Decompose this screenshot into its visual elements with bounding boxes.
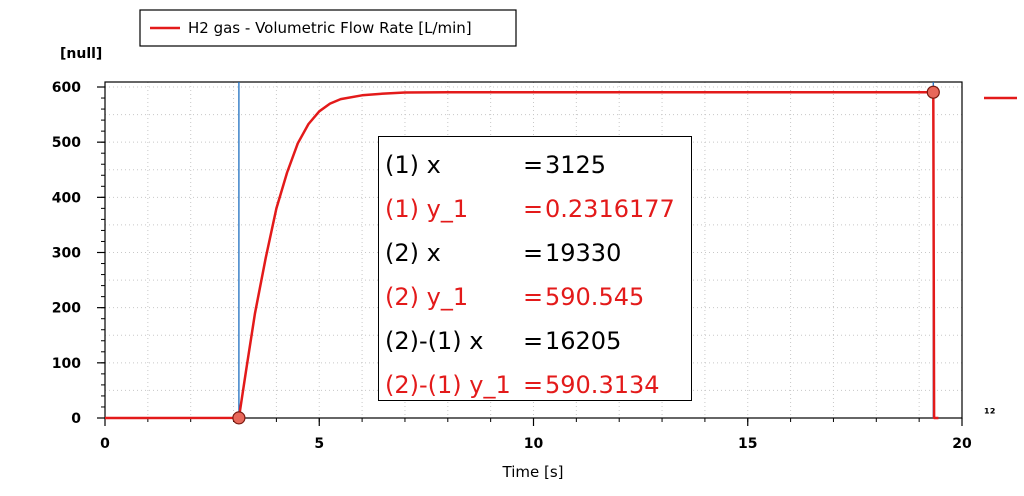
- series-group: [104, 90, 939, 420]
- x-axis-title: Time [s]: [502, 463, 564, 481]
- y-axis-title: [null]: [60, 46, 102, 62]
- readout-value: 590.545: [545, 283, 645, 311]
- readout-value: 590.3134: [545, 371, 660, 399]
- readout-row: (2) y_1 = 590.545: [385, 275, 691, 319]
- readout-row: (2) x = 19330: [385, 231, 691, 275]
- readout-label: (2)-(1) y_1: [385, 371, 511, 399]
- series-line: [104, 90, 939, 420]
- y-tick-label: 600: [52, 80, 81, 96]
- x-tick-label: 0: [100, 436, 110, 452]
- readout-value: 19330: [545, 239, 622, 267]
- readout-value: 16205: [545, 327, 622, 355]
- y-tick-label: 400: [52, 190, 81, 206]
- y-tick-label: 0: [71, 411, 81, 427]
- readout-label: (2) y_1: [385, 283, 469, 311]
- readout-label: (2) x: [385, 239, 441, 267]
- readout-label: (1) y_1: [385, 195, 469, 223]
- readout-row: (2)-(1) x = 16205: [385, 319, 691, 363]
- cursor-readout-box: (1) x = 3125 (1) y_1 = 0.2316177 (2) x = 19330 (2…: [378, 136, 692, 401]
- y-tick-label: 300: [52, 246, 81, 262]
- readout-label: (2)-(1) x: [385, 327, 484, 355]
- y-tick-label: 500: [52, 135, 81, 151]
- cursor-marker: [232, 411, 246, 425]
- readout-equals: =: [523, 195, 544, 223]
- y-axis-ticks: 0 100 200 300 400 500 600: [52, 80, 105, 427]
- x-tick-label: 10: [524, 436, 544, 452]
- readout-label: (1) x: [385, 151, 441, 179]
- legend-box[interactable]: [139, 9, 517, 47]
- readout-equals: =: [523, 151, 544, 179]
- readout-row: (1) y_1 = 0.2316177: [385, 187, 691, 231]
- x-tick-label: 5: [314, 436, 324, 452]
- x-tick-label: 15: [738, 436, 757, 452]
- readout-row: (1) x = 3125: [385, 143, 691, 187]
- readout-value: 0.2316177: [545, 195, 675, 223]
- readout-equals: =: [523, 239, 544, 267]
- cursor-marker: [926, 85, 940, 99]
- readout-equals: =: [523, 327, 544, 355]
- readout-equals: =: [523, 371, 544, 399]
- y-tick-label: 200: [52, 301, 81, 317]
- y-tick-label: 100: [52, 356, 81, 372]
- readout-value: 3125: [545, 151, 607, 179]
- cursor-markers: [232, 85, 940, 425]
- legend-label: H2 gas - Volumetric Flow Rate [L/min]: [188, 19, 472, 37]
- readout-row: (2)-(1) y_1 = 590.3134: [385, 363, 691, 407]
- x-tick-label: 20: [952, 436, 972, 452]
- x-axis-ticks: 0 5 10 15 20: [100, 418, 972, 452]
- readout-equals: =: [523, 283, 544, 311]
- edge-marker-text: ¹²: [984, 407, 995, 422]
